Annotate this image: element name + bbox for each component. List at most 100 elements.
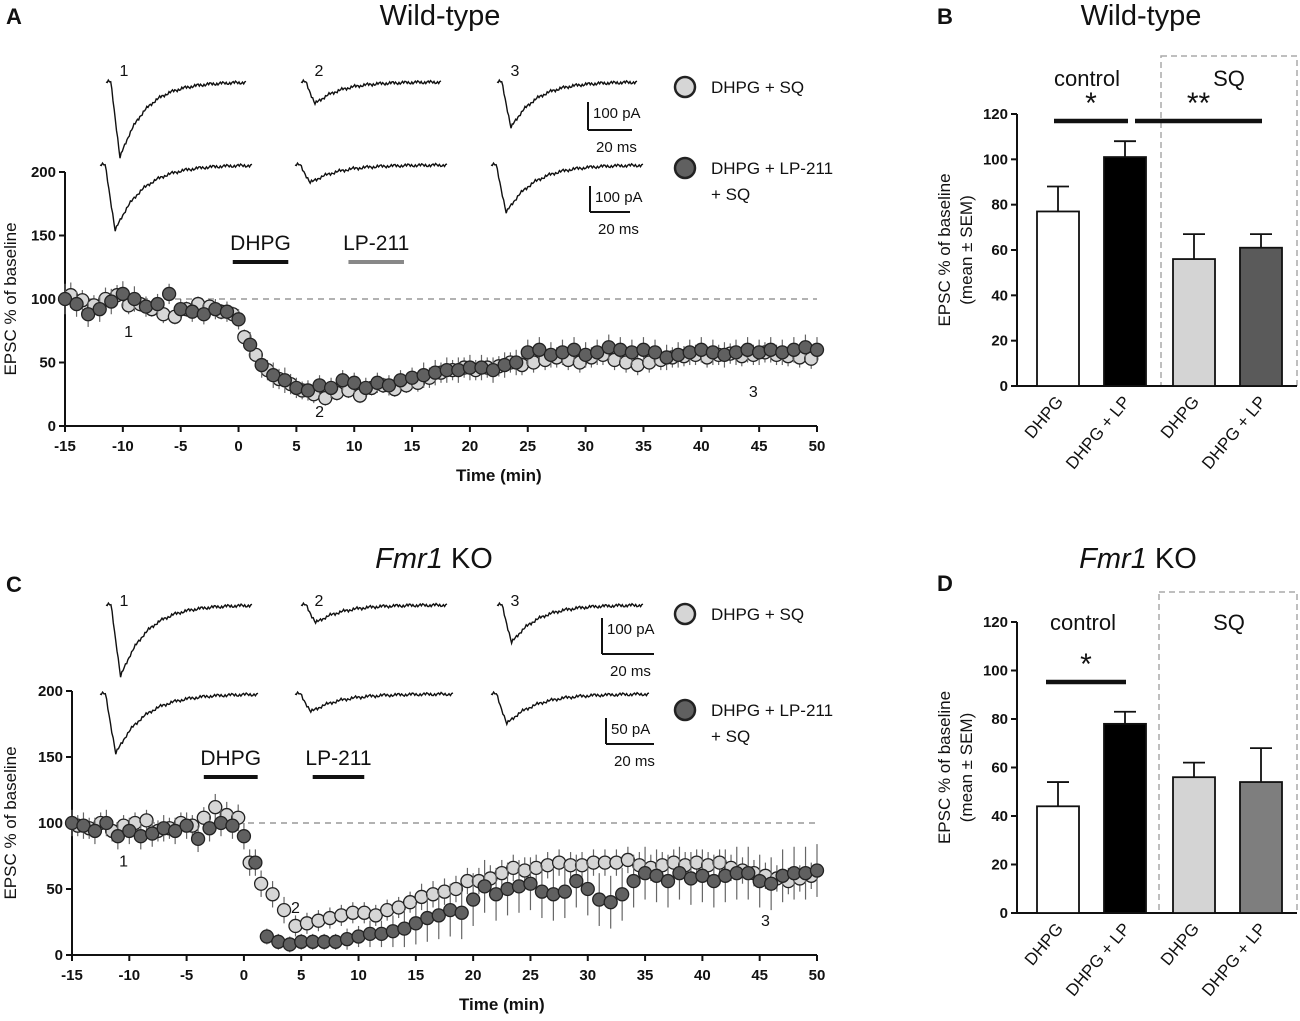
drug-label: LP-211	[343, 232, 409, 255]
x-tick-label: 20	[462, 438, 479, 455]
data-point	[764, 876, 779, 891]
y-tick-label: 200	[31, 164, 56, 181]
data-point	[161, 286, 177, 302]
x-category-label: DHPG + LP	[1198, 919, 1270, 1000]
data-point	[798, 340, 813, 355]
x-tick-label: -10	[112, 438, 134, 455]
data-point	[592, 892, 607, 907]
data-point	[99, 815, 114, 831]
data-point	[488, 887, 504, 902]
epsc-trace	[496, 78, 638, 129]
trace-label: 3	[511, 593, 520, 610]
epsc-trace	[99, 161, 253, 232]
data-point	[620, 852, 636, 868]
data-point	[601, 340, 616, 355]
data-point	[523, 876, 538, 891]
data-point	[728, 345, 744, 360]
data-point	[271, 934, 286, 949]
panel-b-bar-chart: B Wild-type 0 20 40 60 80 100 120 EPSC % of basel…	[935, 0, 1298, 473]
legend-label: DHPG + LP-211 + SQ	[711, 701, 833, 746]
data-point	[683, 871, 699, 886]
data-point	[173, 302, 188, 317]
panel-d-bar-chart: D Fmr1 KO 0 20 40 60 80 100 120 EPSC % of baselin…	[935, 543, 1298, 1000]
legend-label: DHPG + LP-211 + SQ	[711, 159, 833, 204]
legend-marker	[673, 698, 697, 722]
data-point	[630, 357, 645, 373]
data-point	[671, 347, 686, 363]
drug-label: LP-211	[305, 747, 371, 770]
data-point	[695, 868, 710, 883]
y-tick-label: 120	[983, 614, 1008, 631]
x-tick-label: 30	[577, 438, 594, 455]
data-point	[265, 887, 280, 902]
data-point	[57, 291, 73, 307]
data-point	[637, 866, 653, 881]
data-point	[139, 813, 154, 828]
x-tick-label: 30	[579, 967, 596, 984]
data-point	[254, 357, 269, 373]
y-tick-label: 20	[991, 333, 1008, 350]
legend-marker	[673, 156, 697, 180]
data-point	[454, 905, 469, 920]
x-tick-label: -15	[54, 438, 76, 455]
data-point	[555, 345, 570, 360]
data-point	[775, 868, 790, 883]
data-point	[741, 866, 756, 881]
data-point	[202, 821, 217, 836]
data-point	[259, 929, 274, 944]
data-point	[431, 908, 446, 923]
data-point	[397, 921, 412, 936]
epsc-trace	[490, 161, 644, 214]
data-point	[609, 855, 624, 870]
data-point	[138, 299, 154, 314]
y-tick-label: 150	[38, 749, 63, 766]
x-tick-label: 40	[694, 967, 711, 984]
bar	[1036, 805, 1080, 914]
data-point	[809, 342, 825, 357]
y-tick-label: 100	[38, 815, 63, 832]
data-point	[380, 902, 395, 918]
panel-letter: A	[6, 4, 22, 29]
data-point	[374, 926, 389, 942]
bar	[1103, 722, 1147, 914]
y-axis-label: EPSC % of baseline	[935, 691, 954, 844]
trace-label: 3	[511, 63, 520, 80]
data-point	[425, 887, 441, 902]
data-point	[322, 910, 338, 926]
data-point	[248, 855, 263, 870]
data-point	[672, 866, 687, 881]
data-point	[300, 383, 316, 398]
data-point	[312, 378, 327, 393]
data-point	[580, 881, 595, 897]
data-point	[466, 892, 481, 907]
x-category-label: DHPG + LP	[1062, 392, 1134, 473]
data-point	[231, 312, 246, 327]
data-point	[428, 365, 443, 380]
timepoint-label: 3	[761, 913, 770, 930]
data-point	[208, 800, 223, 815]
x-tick-label: 5	[297, 967, 305, 984]
data-series	[57, 281, 825, 401]
data-point	[717, 347, 732, 363]
data-point	[474, 360, 489, 375]
data-point	[335, 373, 350, 388]
data-point	[391, 900, 406, 915]
data-point	[115, 286, 130, 302]
epsc-trace	[300, 78, 442, 107]
data-point	[402, 895, 418, 910]
data-point	[626, 873, 641, 889]
scalebar-amplitude-label: 100 pA	[607, 621, 655, 638]
data-point	[647, 345, 663, 360]
data-point	[196, 307, 211, 322]
scalebar-time-label: 20 ms	[598, 221, 639, 238]
epsc-trace	[490, 690, 650, 727]
data-point	[351, 929, 366, 944]
data-point	[168, 823, 183, 839]
y-tick-label: 60	[991, 242, 1008, 259]
data-point	[615, 887, 630, 902]
group-label: SQ	[1213, 610, 1245, 635]
group-label: control	[1050, 610, 1116, 635]
